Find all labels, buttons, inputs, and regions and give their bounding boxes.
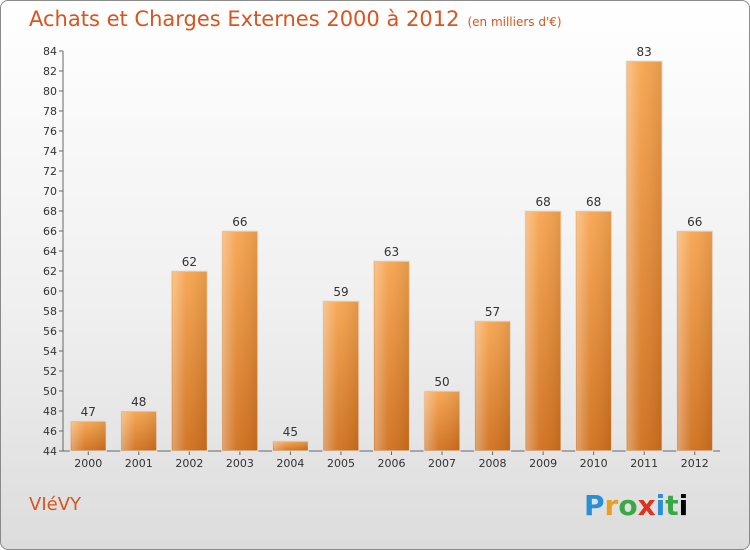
y-tick-label: 62 bbox=[43, 265, 57, 278]
value-label-2008: 57 bbox=[485, 305, 500, 319]
y-tick-label: 70 bbox=[43, 185, 57, 198]
value-label-2011: 83 bbox=[637, 45, 652, 59]
y-tick-label: 48 bbox=[43, 405, 57, 418]
x-tick-label: 2000 bbox=[74, 457, 102, 470]
bar-2009 bbox=[524, 210, 562, 452]
value-label-2001: 48 bbox=[131, 395, 146, 409]
x-tick-label: 2002 bbox=[175, 457, 203, 470]
commune-name: VIéVY bbox=[29, 494, 82, 515]
y-tick-label: 68 bbox=[43, 205, 57, 218]
y-tick-label: 66 bbox=[43, 225, 57, 238]
chart-title: Achats et Charges Externes 2000 à 2012 (e… bbox=[29, 7, 562, 31]
value-label-2004: 45 bbox=[283, 425, 298, 439]
bar-2006 bbox=[373, 260, 410, 452]
y-tick-label: 84 bbox=[43, 45, 57, 58]
value-label-2002: 62 bbox=[182, 255, 197, 269]
bar-shine bbox=[677, 232, 712, 450]
bar-shine bbox=[273, 442, 308, 450]
x-tick-label: 2010 bbox=[580, 457, 608, 470]
y-tick-label: 72 bbox=[43, 165, 57, 178]
bar-2008 bbox=[474, 320, 512, 452]
y-tick-label: 44 bbox=[43, 445, 57, 458]
axes: 44 46 48 50 52 54 56 58 60 62 64 66 68 70 72 74 76 78 80 82… bbox=[43, 45, 720, 470]
bar-2003 bbox=[221, 230, 259, 452]
value-label-2005: 59 bbox=[333, 285, 348, 299]
y-tick-label: 80 bbox=[43, 85, 57, 98]
bar-shine bbox=[526, 212, 561, 450]
bar-shine bbox=[374, 262, 409, 450]
y-tick-label: 54 bbox=[43, 345, 57, 358]
bar-shine bbox=[71, 422, 106, 450]
x-tick-label: 2003 bbox=[226, 457, 254, 470]
value-label-2000: 47 bbox=[81, 405, 96, 419]
bar-2007 bbox=[423, 390, 461, 452]
bar-2002 bbox=[170, 270, 208, 452]
bar-2011 bbox=[625, 60, 663, 452]
y-tick-label: 64 bbox=[43, 245, 57, 258]
bar-shine bbox=[121, 412, 156, 450]
x-tick-label: 2006 bbox=[378, 457, 406, 470]
chart-title-unit: (en milliers d'€) bbox=[467, 15, 562, 29]
x-tick-label: 2004 bbox=[276, 457, 304, 470]
bar-2005 bbox=[322, 300, 360, 452]
proxiti-logo: Proxiti bbox=[584, 489, 689, 522]
bar-2000 bbox=[69, 420, 107, 452]
bar-shine bbox=[425, 392, 460, 450]
bar-2010 bbox=[575, 210, 613, 452]
value-label-2012: 66 bbox=[687, 215, 702, 229]
y-tick-label: 52 bbox=[43, 365, 57, 378]
bar-2001 bbox=[120, 410, 158, 452]
y-tick-label: 56 bbox=[43, 325, 57, 338]
y-tick-label: 74 bbox=[43, 145, 57, 158]
value-label-2003: 66 bbox=[232, 215, 247, 229]
bar-2004 bbox=[271, 440, 309, 452]
y-tick-label: 46 bbox=[43, 425, 57, 438]
bar-shine bbox=[475, 322, 510, 450]
bars bbox=[69, 60, 714, 452]
value-label-2010: 68 bbox=[586, 195, 601, 209]
value-label-2009: 68 bbox=[535, 195, 550, 209]
x-tick-label: 2001 bbox=[125, 457, 153, 470]
y-tick-label: 76 bbox=[43, 125, 57, 138]
bar-shine bbox=[576, 212, 611, 450]
value-labels: 47 48 62 66 45 59 63 50 57 68 68 83 66 bbox=[81, 45, 703, 439]
value-label-2007: 50 bbox=[434, 375, 449, 389]
y-tick-label: 58 bbox=[43, 305, 57, 318]
x-tick-label: 2012 bbox=[681, 457, 709, 470]
bar-shine bbox=[627, 62, 662, 450]
bar-shine bbox=[172, 272, 207, 450]
bar-shine bbox=[323, 302, 358, 450]
x-tick-label: 2011 bbox=[630, 457, 658, 470]
bar-shine bbox=[222, 232, 257, 450]
y-tick-label: 60 bbox=[43, 285, 57, 298]
x-tick-label: 2009 bbox=[529, 457, 557, 470]
y-tick-label: 82 bbox=[43, 65, 57, 78]
chart-title-main: Achats et Charges Externes 2000 à 2012 bbox=[29, 7, 460, 31]
y-tick-label: 78 bbox=[43, 105, 57, 118]
y-tick-label: 50 bbox=[43, 385, 57, 398]
bar-2012 bbox=[676, 230, 714, 452]
x-tick-label: 2008 bbox=[479, 457, 507, 470]
x-tick-label: 2005 bbox=[327, 457, 355, 470]
value-label-2006: 63 bbox=[384, 245, 399, 259]
x-tick-label: 2007 bbox=[428, 457, 456, 470]
